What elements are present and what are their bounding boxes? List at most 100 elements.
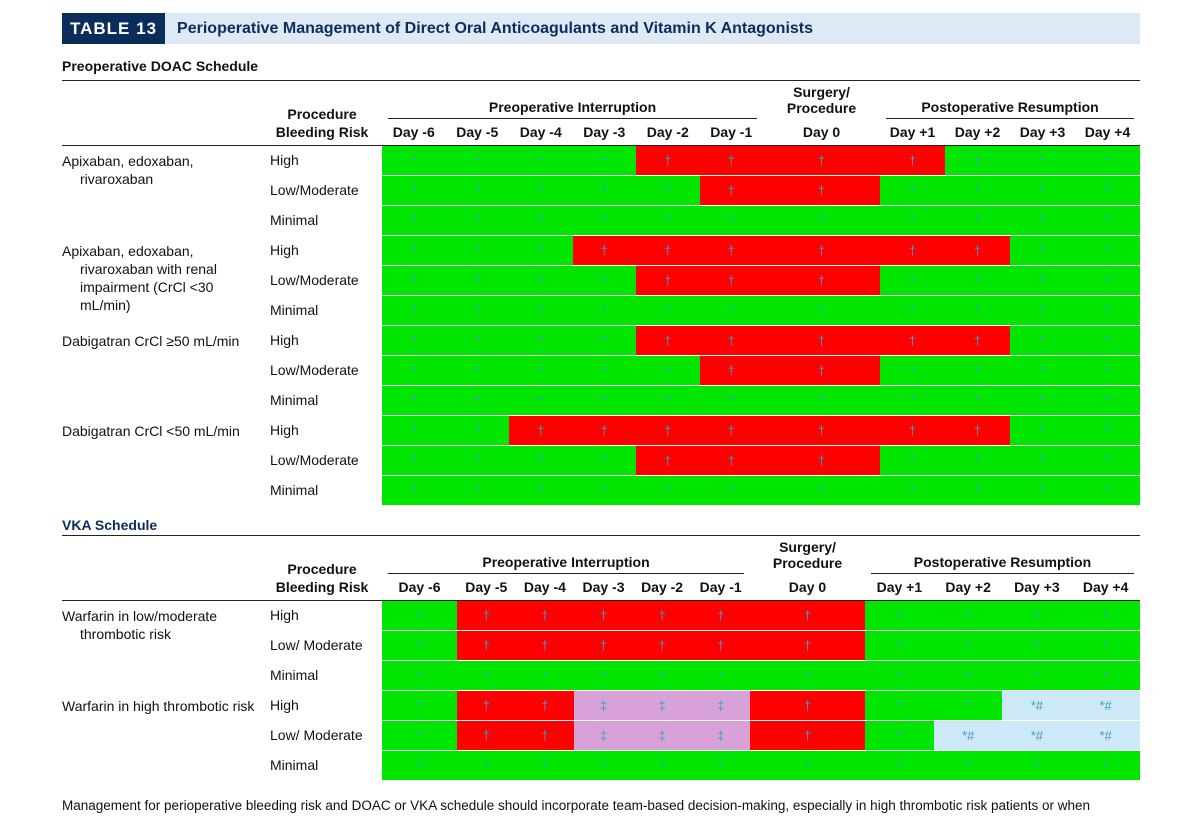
schedule-cell: †: [749, 630, 865, 661]
schedule-cell: *: [1010, 355, 1076, 386]
schedule-cell: *: [636, 205, 700, 236]
schedule-cell: *: [509, 295, 573, 326]
schedule-cell: *: [1010, 205, 1076, 236]
day-header: Day -1: [691, 573, 750, 601]
drug-label: Warfarin in low/moderate thrombotic risk: [62, 600, 262, 691]
schedule-cell: *: [1071, 660, 1140, 691]
table-row: Minimal * * * * * * * * * * *: [62, 295, 1141, 326]
group-header: Preoperative Interruption: [382, 81, 763, 119]
schedule-cell: *: [636, 175, 700, 206]
risk-label: Low/Moderate: [262, 265, 382, 296]
schedule-cell: *: [1071, 630, 1140, 661]
schedule-cell: †: [763, 445, 881, 476]
schedule-cell: *: [933, 600, 1003, 631]
schedule-cell: †: [880, 325, 946, 356]
schedule-cell: †: [457, 600, 516, 631]
schedule-cell: †: [691, 630, 750, 661]
schedule-cell: *: [572, 385, 636, 416]
schedule-cell: *: [1010, 145, 1076, 176]
schedule-cell: *: [382, 265, 446, 296]
schedule-cell: *: [1075, 325, 1141, 356]
day-header: Day -6: [382, 118, 446, 146]
schedule-cell: †: [763, 415, 881, 446]
drug-label: Apixaban, edoxaban, rivaroxaban: [62, 145, 262, 236]
schedule-cell: †: [457, 690, 516, 721]
schedule-cell: †: [880, 235, 946, 266]
group-label: Postoperative Resumption: [870, 554, 1134, 574]
schedule-cell: *: [1075, 385, 1141, 416]
schedule-cell: *: [445, 385, 509, 416]
title-bar: TABLE 13 Perioperative Management of Dir…: [62, 13, 1140, 44]
schedule-cell: *: [945, 265, 1011, 296]
schedule-cell: *: [445, 235, 509, 266]
schedule-cell: †: [763, 175, 881, 206]
risk-label: High: [262, 324, 382, 356]
blank: [62, 80, 262, 146]
schedule-cell: *: [382, 325, 446, 356]
table-row: Low/Moderate * * * * † † † * * * *: [62, 445, 1141, 476]
day-header: Day -5: [445, 118, 509, 146]
drug-label: Dabigatran CrCl <50 mL/min: [62, 414, 262, 506]
schedule-cell: †: [632, 600, 692, 631]
group-label: Postoperative Resumption: [886, 99, 1135, 119]
day-header: Day +4: [1075, 118, 1141, 146]
schedule-cell: †: [636, 445, 700, 476]
header-row: Procedure Bleeding Risk Preoperative Inte…: [62, 535, 1140, 601]
day-header: Day -2: [636, 118, 700, 146]
schedule-cell: *: [1002, 750, 1072, 781]
schedule-cell: †: [699, 175, 764, 206]
group-label: Preoperative Interruption: [388, 554, 744, 574]
schedule-cell: ‡: [632, 720, 692, 751]
schedule-cell: †: [636, 145, 700, 176]
schedule-cell: *: [1002, 630, 1072, 661]
table-row: Apixaban, edoxaban, rivaroxaban with ren…: [62, 234, 1141, 326]
schedule-cell: *: [1010, 385, 1076, 416]
schedule-cell: *: [945, 445, 1011, 476]
schedule-cell: *: [445, 475, 509, 506]
schedule-cell: *: [880, 475, 946, 506]
schedule-cell: *: [1071, 750, 1140, 781]
schedule-cell: *: [1075, 145, 1141, 176]
schedule-cell: †: [763, 325, 881, 356]
schedule-cell: *: [445, 145, 509, 176]
schedule-cell: *: [880, 445, 946, 476]
schedule-cell: *: [509, 145, 573, 176]
table-row: Low/ Moderate * † † † † † † * * * *: [62, 630, 1140, 661]
schedule-cell: *: [1002, 600, 1072, 631]
schedule-cell: *: [749, 660, 865, 691]
schedule-cell: *: [1075, 295, 1141, 326]
schedule-cell: †: [763, 265, 881, 296]
schedule-cell: ‡: [574, 720, 633, 751]
risk-header: Procedure Bleeding Risk: [262, 535, 382, 601]
schedule-cell: *: [880, 355, 946, 386]
table-row: Dabigatran CrCl <50 mL/min High * * † † † † † † † *…: [62, 414, 1141, 506]
risk-label: Minimal: [262, 660, 382, 691]
schedule-cell: *: [763, 475, 881, 506]
schedule-cell: *: [864, 660, 934, 691]
schedule-cell: ‡: [632, 690, 692, 721]
schedule-cell: *: [632, 660, 692, 691]
schedule-cell: *: [382, 385, 446, 416]
schedule-cell: †: [945, 145, 1011, 176]
schedule-cell: *: [1075, 265, 1141, 296]
schedule-cell: *: [945, 175, 1011, 206]
schedule-cell: *: [382, 720, 457, 751]
schedule-cell: *: [880, 175, 946, 206]
schedule-cell: *: [880, 295, 946, 326]
schedule-cell: *: [699, 385, 764, 416]
schedule-cell: ‡: [574, 690, 633, 721]
schedule-cell: *: [1075, 205, 1141, 236]
schedule-cell: *: [864, 720, 934, 751]
schedule-cell: *: [445, 205, 509, 236]
schedule-table: Procedure Bleeding Risk Preoperative Inte…: [62, 535, 1140, 781]
schedule-cell: †: [636, 415, 700, 446]
schedule-cell: †: [457, 720, 516, 751]
schedule-cell: *: [880, 385, 946, 416]
risk-label: High: [262, 234, 382, 266]
drug-label: Apixaban, edoxaban, rivaroxaban with ren…: [62, 234, 262, 326]
risk-label: Minimal: [262, 295, 382, 326]
schedule-cell: *: [572, 175, 636, 206]
schedule-cell: †: [749, 690, 865, 721]
schedule-cell: †: [699, 145, 764, 176]
day-header: Day -3: [572, 118, 636, 146]
